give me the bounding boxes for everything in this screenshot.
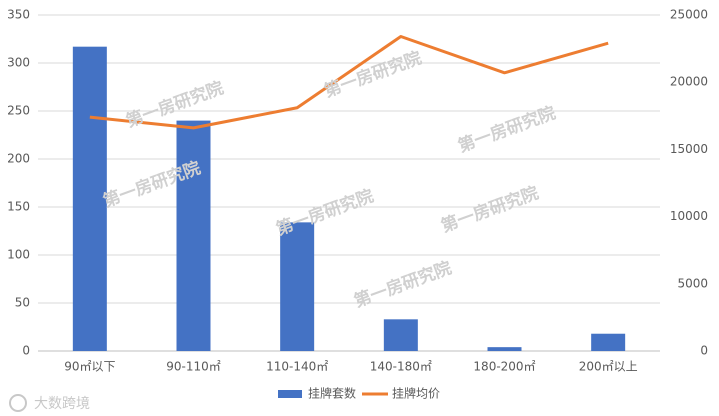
bar [280,222,315,351]
y-tick-label: 350 [7,8,30,22]
bar [72,46,107,352]
source-icon [9,394,27,412]
y-tick-label: 100 [7,248,30,262]
y-tick-label: 250 [7,104,30,118]
y2-tick-label: 25000 [670,8,708,22]
x-tick-label: 140-180㎡ [370,360,432,374]
y-tick-label: 150 [7,200,30,214]
legend-label: 挂牌均价 [392,387,440,401]
source-mark: 大数跨境 [34,396,90,412]
watermark: 第一房研究院 [273,185,376,240]
y-tick-label: 50 [15,296,30,310]
legend-swatch [278,390,302,398]
y2-tick-label: 15000 [670,142,708,156]
watermark: 第一房研究院 [351,257,454,312]
watermark: 第一房研究院 [438,182,541,237]
bar [487,347,522,351]
y2-tick-label: 10000 [670,209,708,223]
line [89,35,609,130]
y2-tick-label: 0 [700,344,708,358]
bar [176,120,211,351]
y-tick-label: 200 [7,152,30,166]
y-tick-label: 0 [22,344,30,358]
x-tick-label: 180-200㎡ [473,360,535,374]
bar [591,333,626,351]
y-tick-label: 300 [7,56,30,70]
y2-tick-label: 5000 [677,276,708,290]
x-tick-label: 200㎡以上 [579,360,638,374]
x-tick-label: 90-110㎡ [166,360,221,374]
watermark: 第一房研究院 [455,102,558,157]
legend-label: 挂牌套数 [308,386,356,401]
y2-tick-label: 20000 [670,75,708,89]
x-tick-label: 90㎡以下 [64,360,115,374]
bar [383,319,418,351]
x-tick-label: 110-140㎡ [266,360,328,374]
